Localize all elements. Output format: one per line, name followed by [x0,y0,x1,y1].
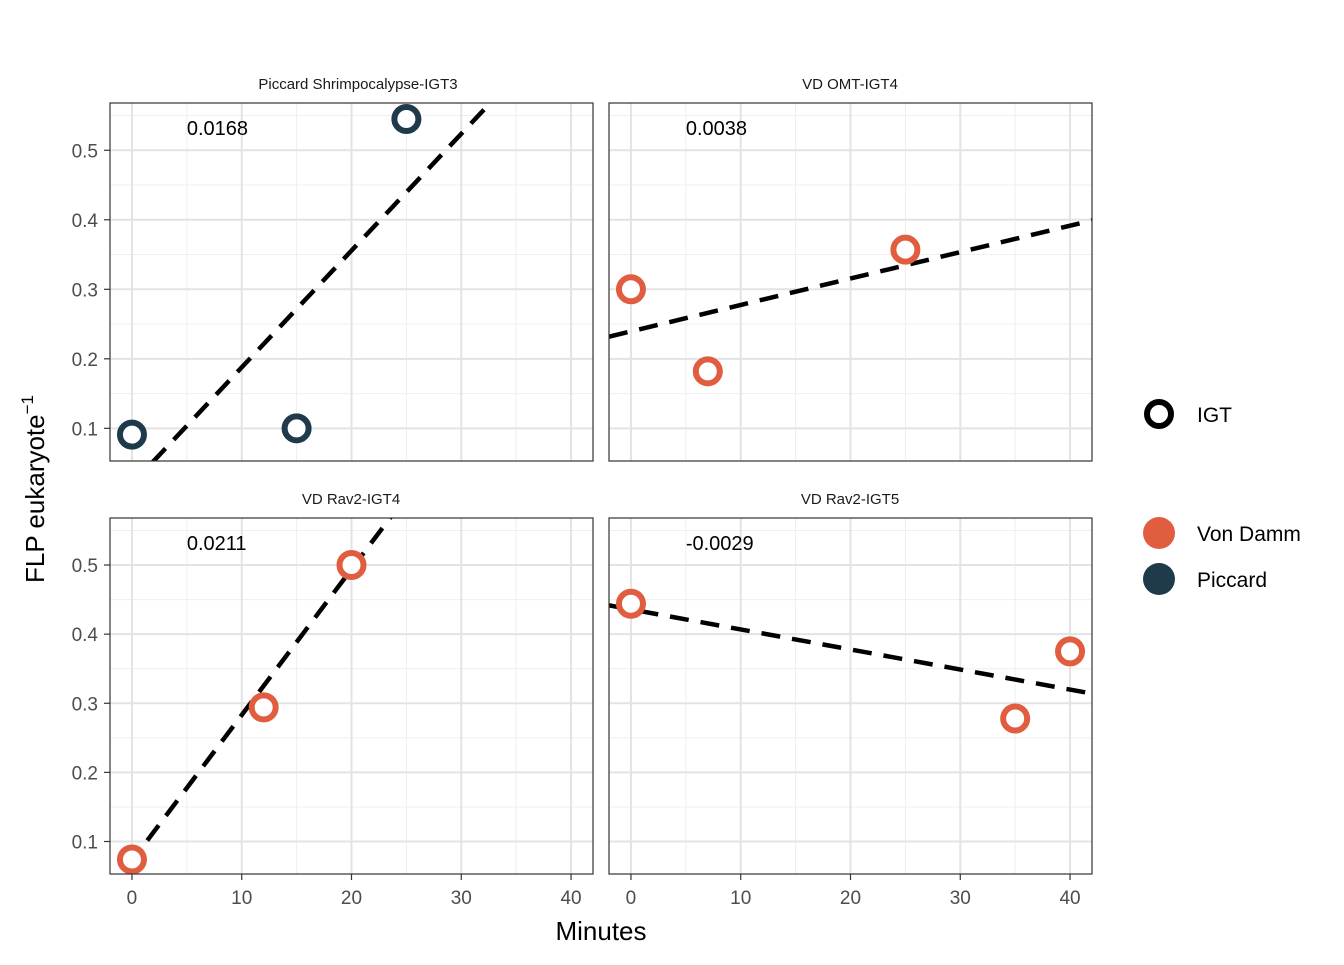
facet-panel: 0.0211 VD Rav2-IGT4 0.1 0.2 0.3 0.4 0.5 0 10 20 30… [72,491,594,909]
data-point [336,550,367,581]
trendline [609,218,1092,339]
facet-panel: 0.0038 VD OMT-IGT4 [608,76,1093,462]
data-point [692,356,723,387]
trendline [150,103,494,461]
y-tick-label: 0.4 [72,625,99,646]
legend-key-igt [1144,399,1174,429]
legend-label-site: Piccard [1197,569,1267,592]
y-tick-label: 0.3 [72,694,98,715]
x-tick-label: 0 [626,888,637,909]
legend-key-site [1143,517,1175,549]
x-tick-label: 40 [560,888,581,909]
y-tick-label: 0.1 [72,419,98,440]
legend-label-igt: IGT [1197,404,1232,427]
y-axis-title-main: FLP eukaryote [20,414,50,583]
y-axis-title: FLP eukaryote−1 [18,395,50,583]
legend: IGT Von Damm Piccard [1143,399,1301,595]
x-tick-label: 30 [950,888,971,909]
data-point [116,844,147,875]
x-tick-label: 0 [127,888,138,909]
x-tick-label: 30 [451,888,472,909]
y-tick-label: 0.2 [72,763,98,784]
data-point [1055,636,1086,667]
trendline [609,603,1092,696]
x-tick-label: 10 [730,888,751,909]
data-point [615,588,646,619]
facet-panel: -0.0029 VD Rav2-IGT5 0 10 20 30 40 [608,491,1093,909]
x-tick-label: 10 [231,888,252,909]
panel-border [608,102,1093,462]
y-tick-label: 0.4 [72,211,99,232]
slope-label: 0.0038 [686,118,747,140]
y-tick-label: 0.2 [72,350,98,371]
facet-panel: 0.0168 Piccard Shrimpocalypse-IGT3 0.1 0.2 0… [72,76,594,462]
panel-border [109,102,594,462]
y-tick-label: 0.5 [72,141,98,162]
slope-label: 0.0211 [187,533,247,555]
panel-title: Piccard Shrimpocalypse-IGT3 [258,76,457,93]
data-point [615,274,646,305]
x-axis-title: Minutes [555,916,646,946]
y-tick-label: 0.5 [72,556,98,577]
panel-title: VD Rav2-IGT5 [801,491,899,508]
y-axis-title-superscript: −1 [18,395,37,414]
panel-title: VD Rav2-IGT4 [302,491,400,508]
panel-title: VD OMT-IGT4 [802,76,898,93]
legend-label-site: Von Damm [1197,523,1301,546]
y-tick-label: 0.3 [72,280,98,301]
data-point [248,692,279,723]
x-tick-label: 20 [840,888,861,909]
trendline [119,518,393,874]
slope-label: -0.0029 [686,533,754,555]
data-point [116,419,147,450]
x-tick-label: 40 [1059,888,1080,909]
x-tick-label: 20 [341,888,362,909]
data-point [281,413,312,444]
data-point [890,234,921,265]
data-point [1000,703,1031,734]
data-point [391,103,422,134]
slope-label: 0.0168 [187,118,248,140]
legend-key-site [1143,563,1175,595]
y-tick-label: 0.1 [72,833,98,854]
